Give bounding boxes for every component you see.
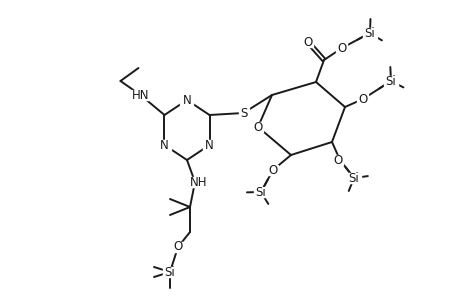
Text: O: O — [268, 164, 277, 176]
Bar — [190, 177, 207, 187]
Bar — [172, 242, 183, 252]
Bar — [238, 108, 248, 118]
Bar — [346, 173, 360, 183]
Text: O: O — [358, 92, 367, 106]
Bar — [162, 267, 177, 277]
Text: Si: Si — [364, 26, 375, 40]
Text: O: O — [333, 154, 342, 166]
Text: NH: NH — [190, 176, 207, 188]
Bar — [157, 140, 171, 150]
Text: Si: Si — [164, 266, 175, 278]
Text: Si: Si — [255, 185, 266, 199]
Text: N: N — [182, 94, 191, 106]
Bar — [332, 155, 343, 165]
Text: O: O — [173, 241, 182, 254]
Text: N: N — [205, 139, 213, 152]
Bar — [180, 95, 193, 105]
Text: S: S — [239, 106, 246, 119]
Bar — [336, 43, 347, 53]
Bar — [132, 90, 149, 100]
Text: Si: Si — [348, 172, 358, 184]
Bar — [252, 122, 263, 132]
Text: O: O — [253, 121, 262, 134]
Text: O: O — [336, 41, 346, 55]
Text: HN: HN — [131, 88, 149, 101]
Text: N: N — [160, 139, 168, 152]
Bar — [383, 76, 397, 86]
Bar — [202, 140, 216, 150]
Bar — [267, 165, 278, 175]
Text: Si: Si — [385, 74, 396, 88]
Bar — [253, 187, 268, 197]
Text: O: O — [303, 35, 312, 49]
Bar — [362, 28, 376, 38]
Bar — [302, 37, 313, 47]
Bar — [357, 94, 368, 104]
